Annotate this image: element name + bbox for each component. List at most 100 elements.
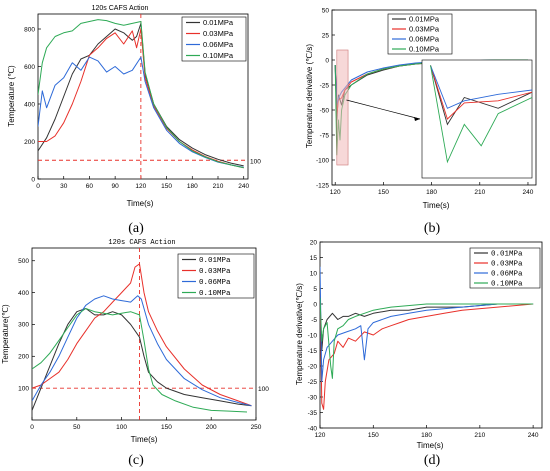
y-tick-label: -5 (311, 317, 317, 324)
legend-label: 0.01MPa (199, 257, 231, 265)
y-tick-label: 500 (18, 258, 29, 265)
legend-box (181, 16, 247, 62)
x-tick-label: 200 (206, 424, 217, 431)
x-axis-label: Time(s) (417, 441, 444, 450)
y-tick-label: 50 (322, 7, 330, 14)
y-tick-label: 5 (313, 286, 317, 293)
legend-label: 0.10MPa (203, 51, 234, 60)
y-tick-label: -10 (308, 332, 318, 339)
x-tick-label: 120 (330, 189, 341, 196)
x-tick-label: 180 (421, 432, 432, 439)
inset-series-line-0.10MPa (430, 65, 532, 164)
y-tick-label: 0 (325, 57, 329, 64)
reference-line-label: 100 (258, 386, 269, 393)
zoom-region (336, 49, 349, 166)
y-tick-label: 100 (18, 385, 29, 392)
zoom-connector-arrow (346, 99, 421, 120)
x-tick-label: 0 (36, 183, 40, 190)
y-tick-label: 300 (18, 322, 29, 329)
y-tick-label: -30 (308, 394, 318, 401)
chart-annotation: 120s CAFS Action (108, 239, 175, 247)
legend-label: 0.03MPa (203, 29, 234, 38)
chart-panel-2: 120 150 180 210 240 50 25 0 -25 -50 -75 -100 -125 Tim… (305, 7, 537, 236)
legend-label: 0.01MPa (491, 251, 523, 259)
y-tick-label: -40 (308, 425, 318, 432)
legend-box (387, 13, 453, 55)
y-axis-label: Temperature derivative(℃/s) (295, 283, 304, 385)
x-tick-label: 60 (86, 183, 94, 190)
legend-label: 0.03MPa (199, 268, 231, 276)
legend-label: 0.06MPa (203, 40, 234, 49)
arrow-head (414, 117, 420, 121)
x-tick-label: 100 (116, 424, 127, 431)
panel-label: (d) (424, 453, 441, 468)
legend-label: 0.01MPa (203, 18, 234, 27)
series-line-0.03MPa (320, 288, 534, 410)
reference-line-label: 100 (250, 158, 261, 165)
chart-panel-3: 0 50 100 150 200 250 100 200 300 400 500 Time(s) Tem… (1, 239, 269, 468)
y-axis-label: Temperature (℃) (7, 65, 16, 127)
legend-box (177, 253, 255, 299)
y-tick-label: 25 (322, 32, 330, 39)
inset-frame (421, 59, 533, 179)
legend: 0.01MPa 0.03MPa 0.06MPa 0.10MPa (181, 16, 247, 62)
x-tick-label: 120 (135, 183, 146, 190)
x-tick-label: 240 (523, 189, 534, 196)
series-line-0.10MPa (320, 297, 534, 379)
x-tick-label: 150 (368, 432, 379, 439)
y-tick-label: -35 (308, 410, 318, 417)
x-tick-label: 0 (30, 424, 34, 431)
y-axis-label: Temperature derivative (℃/s) (305, 44, 314, 148)
y-tick-label: 400 (18, 290, 29, 297)
inset-series-line-0.03MPa (430, 65, 532, 120)
series-line-0.01MPa (38, 22, 244, 167)
plot-frame (37, 13, 249, 180)
y-tick-label: 20 (310, 239, 318, 246)
legend-label: 0.06MPa (409, 35, 440, 44)
inset-plot (421, 59, 533, 179)
x-tick-label: 30 (60, 183, 68, 190)
chart-panel-4: 120 150 180 210 240 20 15 10 5 0 -5 -10 -15 -20 -25 -30… (295, 239, 543, 468)
legend-label: 0.10MPa (409, 45, 440, 54)
y-tick-label: 800 (24, 26, 35, 33)
legend: 0.01MPa 0.03MPa 0.06MPa 0.10MPa (177, 253, 255, 299)
x-tick-label: 50 (73, 424, 81, 431)
x-tick-label: 120 (315, 432, 326, 439)
panel-label: (a) (128, 221, 144, 236)
series-line-0.06MPa (320, 266, 534, 382)
y-tick-label: 15 (310, 255, 318, 262)
y-tick-label: -25 (308, 379, 318, 386)
y-tick-label: 10 (310, 270, 318, 277)
legend-label: 0.03MPa (491, 261, 523, 269)
y-tick-label: 0 (31, 176, 35, 183)
chart-panel-1: 0 30 60 90 120 150 180 210 240 0 200 400 600 800 Time(… (7, 5, 261, 236)
y-tick-label: -50 (320, 107, 330, 114)
legend-label: 0.10MPa (199, 290, 231, 298)
x-tick-label: 240 (528, 432, 539, 439)
series-group (38, 19, 244, 169)
series-line-0.10MPa (38, 19, 244, 169)
series-line-0.06MPa (38, 56, 244, 168)
legend-label: 0.01MPa (409, 15, 440, 24)
inset-series-group (430, 65, 532, 164)
series-line-0.01MPa (320, 303, 534, 351)
inset-series-line-0.06MPa (430, 65, 532, 109)
chart-annotation: 120s CAFS Action (92, 5, 149, 12)
x-axis-label: Time(s) (423, 201, 450, 210)
y-tick-label: -15 (308, 348, 318, 355)
series-line-0.01MPa (32, 308, 252, 411)
series-group (32, 263, 252, 413)
legend-box (469, 247, 541, 289)
series-line-0.06MPa (32, 295, 252, 407)
x-tick-label: 180 (426, 189, 437, 196)
x-tick-label: 150 (161, 424, 172, 431)
legend-label: 0.06MPa (199, 279, 231, 287)
legend-label: 0.06MPa (491, 271, 523, 279)
legend-label: 0.03MPa (409, 25, 440, 34)
x-tick-label: 210 (474, 189, 485, 196)
y-tick-label: -25 (320, 82, 330, 89)
x-tick-label: 180 (187, 183, 198, 190)
x-tick-label: 90 (112, 183, 120, 190)
y-tick-label: 200 (24, 139, 35, 146)
